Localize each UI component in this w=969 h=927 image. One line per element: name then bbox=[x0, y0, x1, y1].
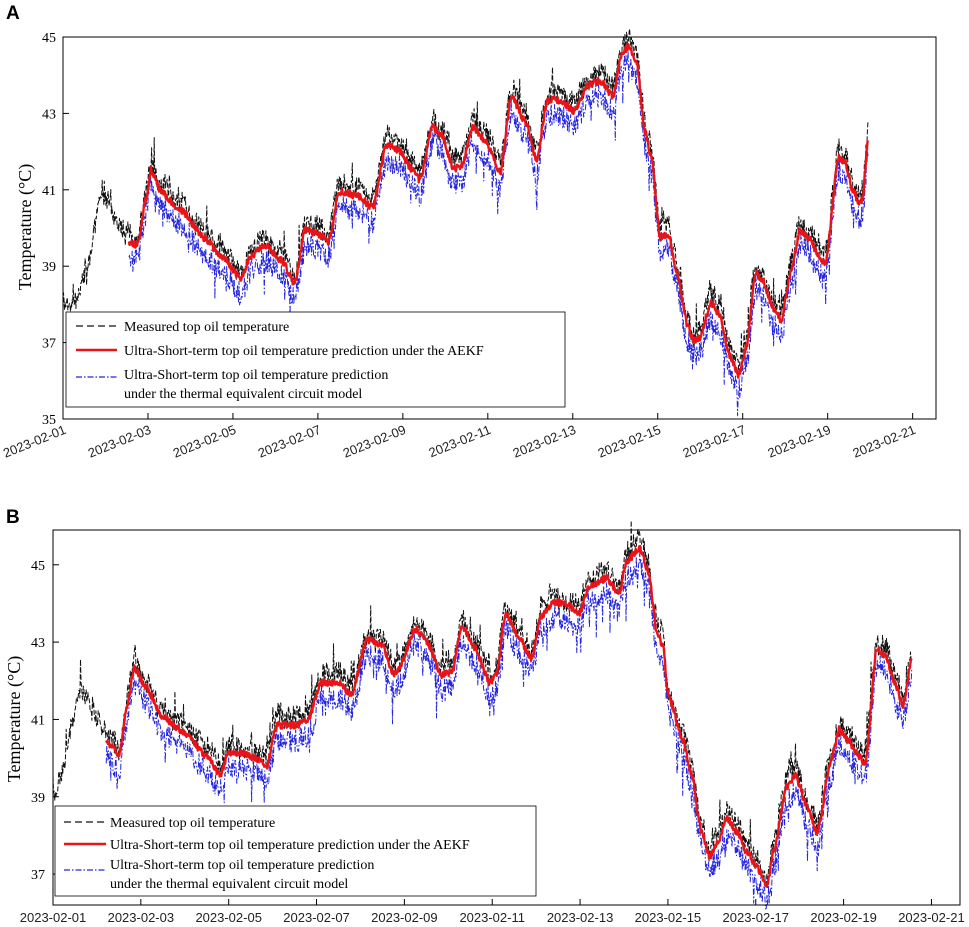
panel-b-y-tick-label: 43 bbox=[31, 636, 45, 651]
panel-a-series bbox=[62, 28, 870, 417]
panel-a-x-tick-label: 2023-02-13 bbox=[511, 422, 578, 461]
panel-a: A Temperature (°C) 35 37 39 41 43 45 2023-02-0… bbox=[1, 3, 937, 461]
panel-a-plot-frame bbox=[62, 36, 937, 420]
panel-b-x-tick-label: 2023-02-03 bbox=[108, 910, 175, 925]
panel-b-y-tick-label: 37 bbox=[31, 868, 45, 883]
panel-b-legend: Measured top oil temperature Ultra-Short… bbox=[54, 805, 537, 897]
panel-b-y-tick-label: 41 bbox=[31, 713, 45, 728]
panel-b-x-tick-label: 2023-02-15 bbox=[635, 910, 702, 925]
panel-b-series bbox=[52, 520, 913, 910]
panel-a-y-tick-label: 35 bbox=[42, 413, 56, 428]
panel-b-x-tick-label: 2023-02-05 bbox=[195, 910, 262, 925]
panel-a-legend-box bbox=[65, 311, 566, 408]
panel-a-x-tick-label: 2023-02-17 bbox=[681, 422, 748, 461]
panel-b-legend-measured-label: Measured top oil temperature bbox=[110, 816, 275, 831]
panel-a-letter: A bbox=[6, 3, 20, 24]
panel-b-legend-thermal-label-2: under the thermal equivalent circuit mod… bbox=[110, 877, 348, 892]
panel-a-aekf-prediction-line bbox=[127, 42, 870, 379]
panel-a-x-tick-label: 2023-02-19 bbox=[766, 422, 833, 461]
panel-a-legend-thermal-label: Ultra-Short-term top oil temperature pre… bbox=[124, 368, 388, 383]
panel-b-aekf-prediction-line bbox=[105, 545, 913, 888]
panel-b: B Temperature (°C) 37 39 41 43 45 2023-02-01 2… bbox=[4, 507, 965, 925]
panel-b-legend-thermal-label: Ultra-Short-term top oil temperature pre… bbox=[110, 858, 374, 873]
panel-b-thermal-prediction-line bbox=[105, 551, 913, 910]
panel-b-y-tick-label: 45 bbox=[31, 559, 45, 574]
panel-b-x-tick-label: 2023-02-13 bbox=[547, 910, 614, 925]
panel-a-x-tick-label: 2023-02-01 bbox=[1, 422, 68, 461]
panel-a-x-tick-label: 2023-02-05 bbox=[171, 422, 238, 461]
panel-b-x-tick-label: 2023-02-07 bbox=[283, 910, 350, 925]
panel-a-x-tick-label: 2023-02-09 bbox=[341, 422, 408, 461]
panel-a-y-axis-label: Temperature (°C) bbox=[15, 164, 36, 290]
panel-b-y-tick-label: 39 bbox=[31, 791, 45, 806]
panel-a-x-tick-label: 2023-02-07 bbox=[256, 422, 323, 461]
panel-b-measured-series-line bbox=[52, 520, 913, 889]
panel-a-legend-aekf-label: Ultra-Short-term top oil temperature pre… bbox=[124, 344, 484, 359]
panel-b-x-tick-label: 2023-02-09 bbox=[371, 910, 438, 925]
panel-a-x-tick-label: 2023-02-11 bbox=[427, 422, 493, 460]
panel-b-x-tick-label: 2023-02-21 bbox=[898, 910, 965, 925]
panel-b-x-tick-label: 2023-02-01 bbox=[20, 910, 87, 925]
panel-a-y-tick-label: 45 bbox=[42, 31, 56, 46]
panel-a-legend-measured-label: Measured top oil temperature bbox=[124, 320, 289, 335]
panel-a-legend: Measured top oil temperature Ultra-Short… bbox=[65, 311, 566, 408]
panel-b-x-tick-label: 2023-02-11 bbox=[459, 910, 525, 925]
panel-b-ticks: 37 39 41 43 45 2023-02-01 2023-02-03 2023-02-05… bbox=[20, 559, 965, 925]
panel-b-y-axis-label: Temperature (°C) bbox=[4, 656, 25, 782]
panel-a-x-tick-label: 2023-02-03 bbox=[86, 422, 153, 461]
panel-a-y-tick-label: 37 bbox=[42, 337, 56, 352]
panel-a-y-tick-label: 41 bbox=[42, 184, 56, 199]
panel-a-legend-thermal-label-2: under the thermal equivalent circuit mod… bbox=[124, 387, 362, 402]
panel-a-thermal-prediction-line bbox=[128, 50, 869, 417]
panel-a-x-tick-label: 2023-02-21 bbox=[850, 422, 917, 461]
panel-b-letter: B bbox=[6, 507, 20, 528]
panel-b-plot-frame bbox=[52, 529, 961, 906]
panel-a-y-tick-label: 39 bbox=[42, 260, 56, 275]
panel-a-x-tick-label: 2023-02-15 bbox=[596, 422, 663, 461]
panel-b-x-tick-label: 2023-02-19 bbox=[810, 910, 877, 925]
panel-b-x-tick-label: 2023-02-17 bbox=[723, 910, 790, 925]
panel-b-legend-aekf-label: Ultra-Short-term top oil temperature pre… bbox=[110, 838, 470, 853]
panel-a-y-tick-label: 43 bbox=[42, 107, 56, 122]
panel-b-legend-box bbox=[54, 805, 537, 897]
